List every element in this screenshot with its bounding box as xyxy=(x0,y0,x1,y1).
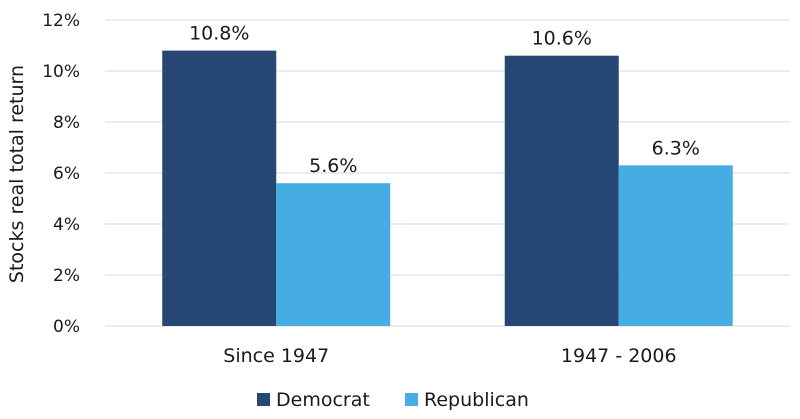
y-tick-label: 6% xyxy=(53,164,80,184)
x-tick-label: 1947 - 2006 xyxy=(561,345,677,367)
legend: Democrat Republican xyxy=(257,389,529,411)
legend-swatch-democrat xyxy=(257,393,270,406)
y-tick-label: 4% xyxy=(53,215,80,235)
x-axis-ticks: Since 1947 1947 - 2006 xyxy=(223,345,676,367)
bar-republican-1 xyxy=(276,183,391,326)
y-tick-label: 10% xyxy=(42,62,80,82)
bars xyxy=(162,50,733,326)
y-tick-label: 8% xyxy=(53,113,80,133)
bar-republican-2 xyxy=(618,165,733,326)
data-label: 10.8% xyxy=(189,23,249,45)
legend-swatch-republican xyxy=(405,393,418,406)
y-axis-ticks: 0% 2% 4% 6% 8% 10% 12% xyxy=(42,11,80,337)
data-label: 10.6% xyxy=(532,28,592,50)
legend-label-republican: Republican xyxy=(424,389,529,411)
bar-democrat-2 xyxy=(504,55,619,326)
data-labels: 10.8% 5.6% 10.6% 6.3% xyxy=(189,23,700,178)
data-label: 6.3% xyxy=(652,137,700,159)
y-tick-label: 0% xyxy=(53,317,80,337)
bar-democrat-1 xyxy=(162,50,277,326)
x-tick-label: Since 1947 xyxy=(223,345,329,367)
y-tick-label: 2% xyxy=(53,266,80,286)
y-axis-title: Stocks real total return xyxy=(6,65,28,283)
legend-label-democrat: Democrat xyxy=(276,389,370,411)
y-tick-label: 12% xyxy=(42,11,80,31)
data-label: 5.6% xyxy=(309,155,357,177)
